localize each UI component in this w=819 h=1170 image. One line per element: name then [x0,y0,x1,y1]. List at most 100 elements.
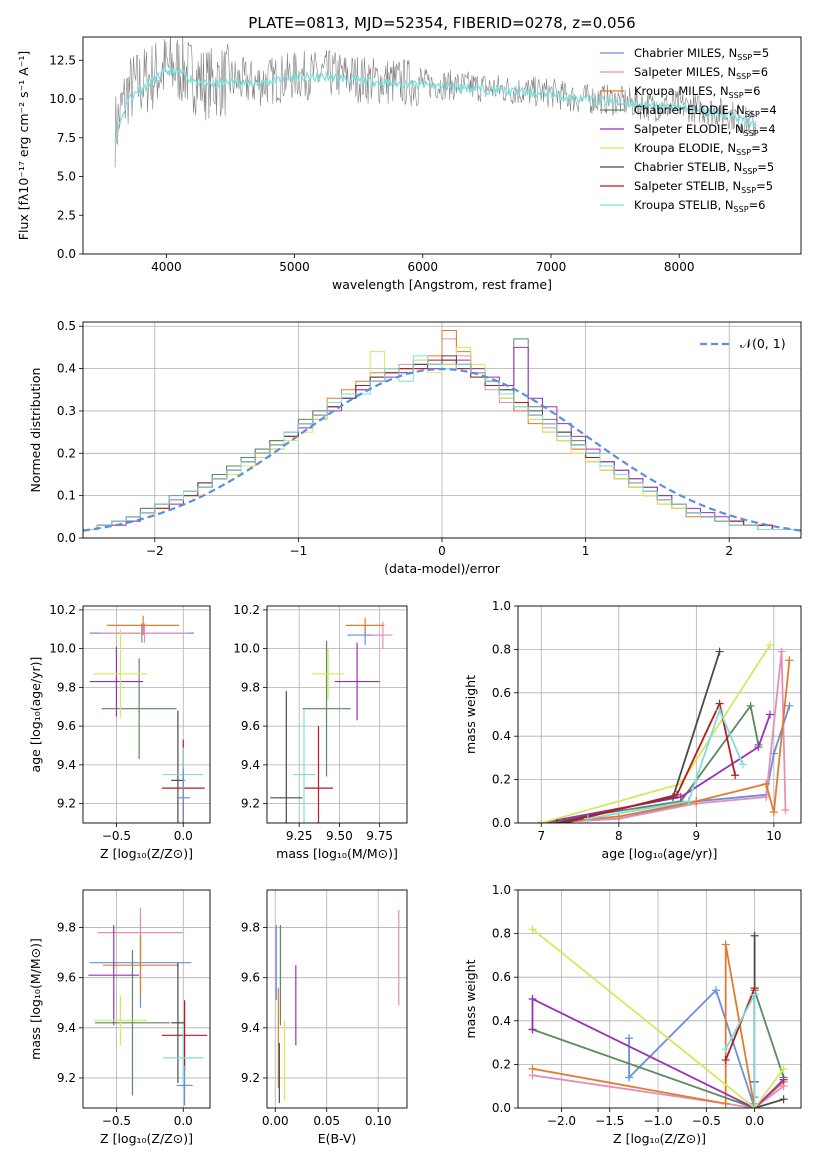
x-tick-label: 9.25 [286,829,313,843]
age-vs-mass-panel: 9.25 9.50 9.75 9.2 9.4 9.6 9.8 10.0 10.2 mass [lo… [233,603,408,861]
mass-vs-ebv-frame [266,889,408,1109]
spectrum-plot-area [114,37,757,168]
legend-subscript: SSP [734,205,749,214]
mass-weight-series-line [531,928,785,1108]
mass-weight-vs-age-plot-area [537,641,794,823]
x-axis-label: age [log₁₀(age/yr)] [602,846,718,861]
mass-weight-point [715,706,724,715]
x-tick-label: −0.5 [102,829,131,843]
age-vs-mass-plot-area [270,617,393,823]
x-tick-label: −1.5 [595,1114,624,1128]
legend-label-text: Salpeter STELIB, N [634,179,741,193]
y-tick-label: 9.6 [57,719,76,733]
y-tick-label: 0.2 [492,773,511,787]
y-tick-label: 9.6 [241,719,260,733]
y-tick-label: 9.4 [241,1021,260,1035]
mass-weight-point [625,1034,634,1043]
legend-subscript: SSP [741,186,756,195]
spectrum-legend: Chabrier MILES, NSSP=5 Salpeter MILES, N S… [600,46,777,214]
y-tick-label: 1.0 [492,599,511,613]
x-tick-label: 10 [766,829,781,843]
y-axis-label: mass [log₁₀(M/M⊙)] [28,938,43,1060]
mass-weight-point [762,779,771,788]
mass-vs-ebv-plot-area [275,910,400,1103]
y-tick-label: 0.0 [492,1101,511,1115]
y-tick-label: 9.8 [241,921,260,935]
residual-histogram-panel: −2 −1 0 1 2 0.0 0.1 0.2 0.3 0.4 0.5 (data-model)/er… [28,319,802,576]
mass-weight-point [781,805,790,814]
mass-weight-vs-age-frame [517,605,802,824]
x-axis-label: Z [log₁₀(Z/Z⊙)] [100,1131,193,1146]
x-tick-label: 7 [537,829,545,843]
mass-weight-point [746,701,755,710]
legend-entry-label: 𝒩(0, 1) [740,336,786,351]
mass-weight-point [777,647,786,656]
legend-entry-label: Chabrier STELIB, NSSP=5 [634,160,774,176]
mass-vs-metallicity-panel: −0.5 0.0 9.2 9.4 9.6 9.8 Z [log₁₀(Z/Z⊙)] mass [… [28,889,211,1146]
legend-nssp-value: =4 [759,122,776,136]
y-tick-label: 9.4 [57,1021,76,1035]
y-tick-label: 12.5 [49,53,76,67]
y-tick-label: 0.6 [492,686,511,700]
y-tick-label: 9.2 [241,797,260,811]
x-tick-label: 4000 [151,260,182,274]
mass-weight-point [672,790,681,799]
age-vs-mass-frame [266,605,408,824]
legend-label-text: Kroupa ELODIE, N [634,141,736,155]
mass-weight-point [684,797,693,806]
x-tick-label: −0.5 [692,1114,721,1128]
y-tick-label: 0.8 [492,642,511,656]
mass-weight-point [779,1064,788,1073]
mass-weight-point [560,819,569,823]
legend-label-text: Salpeter MILES, N [634,65,736,79]
observed-spectrum-line [114,37,757,168]
x-tick-label: 8000 [664,260,695,274]
x-tick-label: 1 [582,544,590,558]
x-tick-label: 0 [438,544,446,558]
x-tick-label: −2 [146,544,164,558]
mass-weight-vs-metallicity-frame [517,889,802,1109]
x-tick-label: −0.5 [102,1114,131,1128]
mass-vs-metallicity-plot-area [88,907,208,1106]
y-tick-label: 0.8 [492,927,511,941]
mass-weight-series-line [753,935,784,1108]
y-tick-label: 9.6 [241,971,260,985]
x-tick-label: 0.05 [313,1114,340,1128]
spectrum-frame [82,36,802,255]
legend-label-text: Chabrier ELODIE, N [634,103,745,117]
legend-entry-label: Chabrier MILES, NSSP=5 [634,46,769,62]
legend-subscript: SSP [745,110,760,119]
mass-weight-point [762,792,771,801]
y-tick-label: 7.5 [57,131,76,145]
legend-nssp-value: =4 [760,103,777,117]
legend-subscript: SSP [742,167,757,176]
mass-weight-vs-metallicity-plot-area [528,925,788,1108]
histogram-step-series [83,355,801,538]
x-axis-label: Z [log₁₀(Z/Z⊙)] [613,1131,706,1146]
legend-nssp-value: =6 [749,198,766,212]
y-tick-label: 10.0 [233,642,260,656]
x-tick-label: 2 [725,544,733,558]
residual-histogram-plot-area [83,330,801,538]
y-axis-label: Flux [fλ10⁻¹⁷ erg cm⁻² s⁻¹ A⁻¹] [16,51,31,240]
legend-subscript: SSP [744,129,759,138]
mass-weight-point [721,940,730,949]
y-tick-label: 0.0 [492,816,511,830]
legend-subscript: SSP [729,91,744,100]
legend-label-text: Kroupa STELIB, N [634,198,734,212]
y-tick-label: 0.6 [492,970,511,984]
x-tick-label: −1.0 [643,1114,672,1128]
mass-weight-series-line [587,707,744,820]
mass-weight-series-line [541,644,771,823]
y-tick-label: 9.4 [241,758,260,772]
y-axis-label: mass weight [463,675,478,754]
legend-nssp-value: =5 [756,179,773,193]
x-tick-label: 0.10 [365,1114,392,1128]
x-tick-label: 9 [693,829,701,843]
y-tick-label: 0.0 [57,247,76,261]
mass-weight-point [750,990,759,999]
y-tick-label: 9.8 [241,680,260,694]
age-vs-metallicity-panel: −0.5 0.0 9.2 9.4 9.6 9.8 10.0 10.2 Z [log₁₀(Z/Z⊙… [28,603,211,861]
figure-title: PLATE=0813, MJD=52354, FIBERID=0278, z=0… [248,14,635,32]
legend-entry-label: Salpeter ELODIE, NSSP=4 [634,122,776,138]
